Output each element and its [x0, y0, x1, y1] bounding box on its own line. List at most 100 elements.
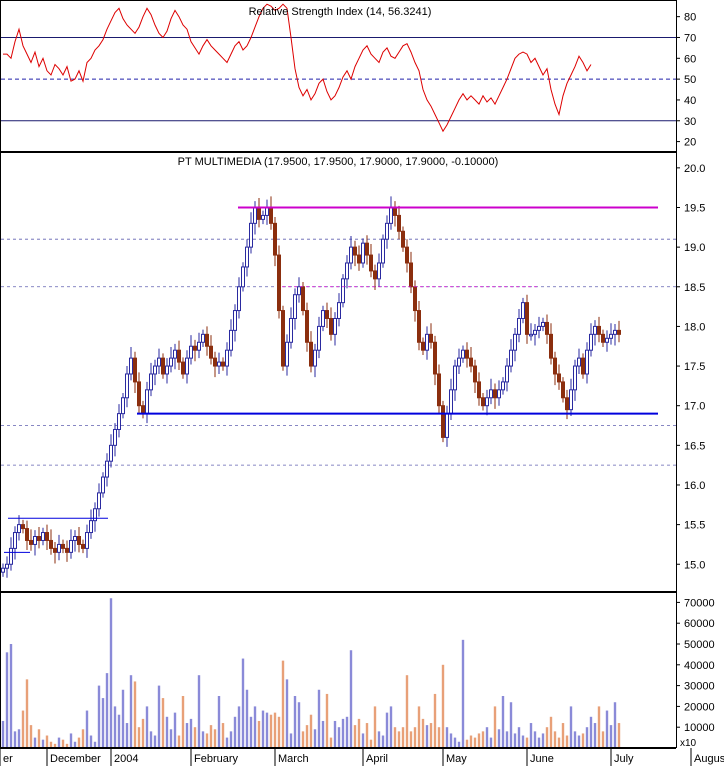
volume-bar — [233, 716, 237, 747]
volume-bar — [157, 685, 161, 747]
rsi-tick-label: 60 — [684, 53, 696, 65]
price-candle-body — [429, 333, 433, 343]
price-candle-body — [529, 333, 533, 337]
price-candle-body — [533, 329, 537, 335]
volume-bar — [353, 725, 357, 747]
price-candle-body — [385, 222, 389, 240]
price-candle-body — [521, 302, 525, 319]
price-candle-body — [113, 428, 117, 446]
volume-bar — [9, 644, 13, 747]
volume-bar — [277, 716, 281, 747]
volume-bar — [461, 639, 465, 747]
volume-bar — [13, 731, 17, 747]
volume-bar — [357, 718, 361, 747]
volume-tick-label: 30000 — [684, 681, 715, 693]
time-tick-label: February — [194, 753, 239, 765]
volume-bar — [25, 679, 29, 747]
price-candle-body — [233, 310, 237, 331]
price-candle-body — [93, 508, 97, 522]
price-candle-body — [525, 302, 529, 335]
price-candle-body — [301, 286, 305, 312]
price-candle-body — [277, 254, 281, 312]
volume-bar — [545, 727, 549, 747]
price-candle-body — [213, 357, 217, 367]
price-candle-body — [465, 349, 469, 359]
price-candle-body — [333, 317, 337, 335]
volume-bar — [253, 706, 257, 747]
price-candle-body — [297, 286, 301, 296]
price-candle-body — [229, 329, 233, 351]
panel-frame — [0, 592, 677, 748]
volume-bar — [197, 675, 201, 747]
rsi-tick-label: 80 — [684, 12, 696, 24]
price-candle-body — [261, 214, 265, 220]
volume-bar — [301, 731, 305, 747]
time-tick-label: December — [50, 753, 101, 765]
price-candle-body — [173, 349, 177, 359]
volume-bar — [189, 718, 193, 747]
volume-bar — [313, 729, 317, 747]
price-candle-body — [593, 325, 597, 335]
volume-bar — [557, 737, 561, 747]
time-tick-label: June — [530, 753, 554, 765]
volume-bar — [61, 739, 65, 747]
volume-bar — [433, 693, 437, 747]
volume-bar — [505, 731, 509, 747]
volume-bar — [229, 731, 233, 747]
price-candle-body — [617, 329, 621, 335]
price-candle-body — [105, 460, 109, 478]
price-candle-body — [133, 357, 137, 383]
price-candle-body — [425, 333, 429, 351]
price-candle-body — [73, 536, 77, 541]
volume-bar — [29, 725, 33, 747]
price-candle-body — [573, 365, 577, 391]
price-candle-body — [69, 539, 73, 553]
volume-bar — [361, 733, 365, 747]
price-candle-body — [497, 389, 501, 399]
volume-bar — [577, 735, 581, 747]
volume-panel: 10000 20000 30000 40000 50000 60000 70000 — [0, 592, 715, 748]
time-tick-label: April — [366, 753, 388, 765]
price-candle-body — [357, 254, 361, 264]
volume-bar — [265, 712, 269, 747]
volume-bar — [501, 696, 505, 747]
volume-bar — [549, 716, 553, 747]
volume-bar — [285, 679, 289, 747]
price-candle-body — [77, 536, 81, 545]
volume-bar — [349, 650, 353, 747]
volume-bar — [33, 737, 37, 747]
volume-bar — [397, 731, 401, 747]
price-candle-body — [85, 532, 89, 549]
volume-bar — [169, 729, 173, 747]
volume-bar — [457, 741, 461, 747]
price-candle-body — [33, 536, 37, 545]
price-candle-body — [57, 543, 61, 553]
volume-bar — [117, 714, 121, 747]
volume-bar — [305, 725, 309, 747]
volume-bar — [177, 735, 181, 747]
volume-bar — [337, 727, 341, 747]
price-candle-body — [9, 547, 13, 565]
price-candle-body — [189, 345, 193, 359]
volume-bar — [73, 741, 77, 747]
volume-tick-label: 50000 — [684, 639, 715, 651]
volume-tick-label: 40000 — [684, 660, 715, 672]
price-candle-body — [217, 361, 221, 367]
price-candle-body — [17, 524, 21, 534]
time-tick-label: May — [446, 753, 467, 765]
volume-scale-label: x10 — [680, 738, 697, 749]
price-candle-body — [61, 543, 65, 549]
price-candle-body — [601, 333, 605, 343]
volume-bar — [289, 733, 293, 747]
price-candle-body — [293, 294, 297, 319]
volume-bar — [161, 698, 165, 747]
panel-frame — [0, 0, 677, 152]
price-candle-body — [513, 333, 517, 351]
volume-bar — [53, 743, 57, 747]
volume-bar — [489, 737, 493, 747]
price-tick-label: 18.5 — [684, 282, 705, 294]
volume-bar — [193, 727, 197, 747]
price-candle-body — [313, 349, 317, 367]
volume-bar — [209, 725, 213, 747]
volume-bar — [213, 729, 217, 747]
